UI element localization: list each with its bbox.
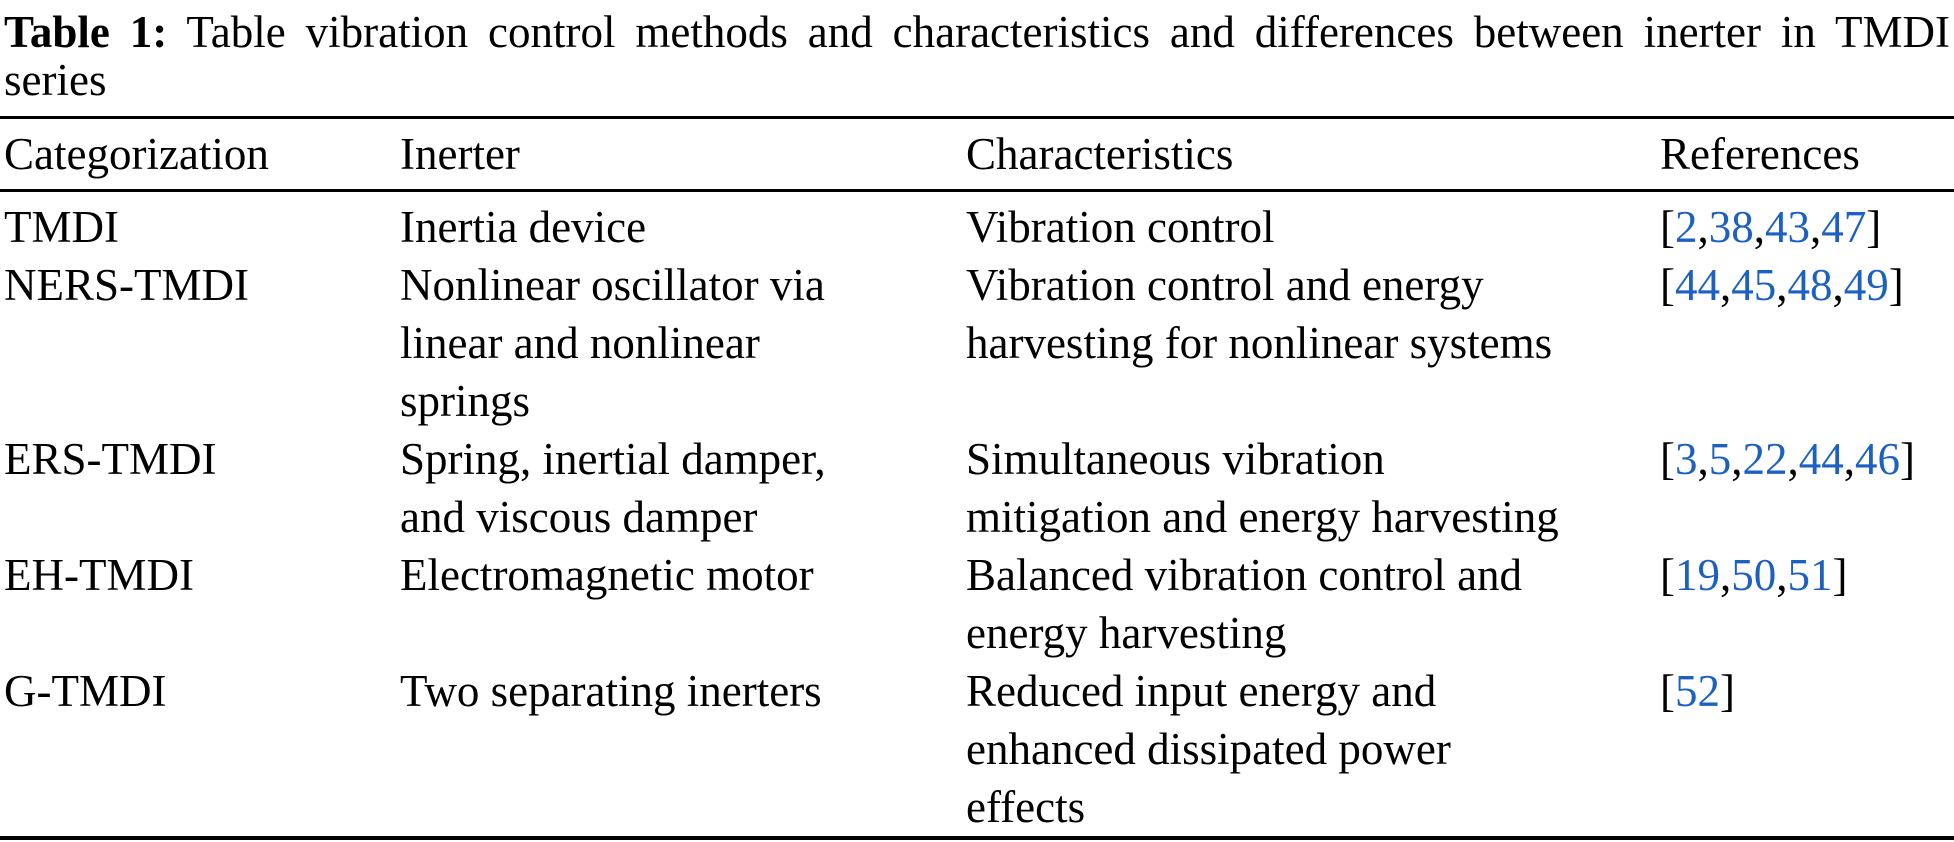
citation-link[interactable]: 47 — [1821, 202, 1867, 252]
reference-comma: , — [1776, 260, 1788, 310]
citation-link[interactable]: 43 — [1765, 202, 1810, 252]
table-caption-label: Table 1: — [4, 7, 168, 57]
reference-comma: , — [1720, 260, 1732, 310]
reference-bracket-close: ] — [1866, 202, 1882, 252]
citation-link[interactable]: 5 — [1708, 434, 1732, 484]
citation-link[interactable]: 50 — [1731, 550, 1777, 600]
reference-bracket-open: [ — [1660, 550, 1675, 600]
citation-link[interactable]: 2 — [1675, 202, 1698, 252]
cell-characteristics: Vibration control — [966, 202, 1275, 252]
reference-comma: , — [1720, 550, 1732, 600]
cell-inerter: Inertia device — [400, 202, 647, 252]
citation-link[interactable]: 3 — [1675, 434, 1698, 484]
table-caption-line1: Table 1: Table vibration control methods… — [4, 8, 1950, 56]
column-header-references: References — [1660, 129, 1860, 179]
cell-references: [44,45,48,49] — [1656, 256, 1954, 430]
cell-inerter: Nonlinear oscillator via linear and nonli… — [400, 260, 825, 426]
reference-bracket-close: ] — [1720, 666, 1735, 716]
table-rule-bottom — [0, 836, 1954, 840]
reference-bracket-open: [ — [1660, 434, 1675, 484]
cell-categorization: NERS-TMDI — [4, 260, 249, 310]
reference-comma: , — [1731, 434, 1743, 484]
table-body: TMDI Inertia device Vibration control [2,38… — [0, 192, 1954, 836]
table-rule-header — [0, 189, 1954, 192]
cell-characteristics: Reduced input energy and enhanced dissipa… — [966, 666, 1451, 832]
cell-references: [52] — [1656, 662, 1954, 836]
table-caption-line2: series — [4, 55, 107, 105]
citation-link[interactable]: 51 — [1787, 550, 1833, 600]
citation-link[interactable]: 44 — [1675, 260, 1720, 310]
column-header-characteristics: Characteristics — [966, 129, 1234, 179]
reference-comma: , — [1776, 550, 1788, 600]
citation-link[interactable]: 38 — [1708, 202, 1754, 252]
cell-characteristics: Vibration control and energy harvesting f… — [966, 260, 1553, 368]
cell-references: [2,38,43,47] — [1656, 198, 1954, 256]
citation-link[interactable]: 22 — [1742, 434, 1788, 484]
table-row: TMDI Inertia device Vibration control [2,38… — [0, 198, 1954, 256]
cell-references: [19,50,51] — [1656, 546, 1954, 662]
reference-comma: , — [1697, 434, 1709, 484]
reference-comma: , — [1810, 202, 1822, 252]
citation-link[interactable]: 49 — [1843, 260, 1889, 310]
reference-bracket-open: [ — [1660, 666, 1675, 716]
cell-categorization: G-TMDI — [4, 666, 167, 716]
table-caption: Table 1: Table vibration control methods… — [0, 0, 1954, 104]
cell-references: [3,5,22,44,46] — [1656, 430, 1954, 546]
reference-comma: , — [1843, 434, 1855, 484]
reference-bracket-close: ] — [1888, 260, 1904, 310]
citation-link[interactable]: 19 — [1675, 550, 1720, 600]
table-row: G-TMDI Two separating inerters Reduced inp… — [0, 662, 1954, 836]
citation-link[interactable]: 52 — [1675, 666, 1720, 716]
citation-link[interactable]: 45 — [1731, 260, 1777, 310]
cell-inerter: Spring, inertial damper, and viscous damp… — [400, 434, 826, 542]
reference-bracket-close: ] — [1832, 550, 1848, 600]
cell-categorization: EH-TMDI — [4, 550, 194, 600]
reference-bracket-open: [ — [1660, 202, 1675, 252]
reference-comma: , — [1787, 434, 1799, 484]
reference-bracket-close: ] — [1900, 434, 1915, 484]
table-caption-text: Table vibration control methods and char… — [167, 7, 1950, 57]
reference-comma: , — [1832, 260, 1844, 310]
column-header-inerter: Inerter — [400, 129, 520, 179]
reference-comma: , — [1697, 202, 1709, 252]
citation-link[interactable]: 48 — [1787, 260, 1833, 310]
table-rule-top — [0, 116, 1954, 119]
cell-inerter: Electromagnetic motor — [400, 550, 814, 600]
reference-comma: , — [1753, 202, 1765, 252]
reference-bracket-open: [ — [1660, 260, 1675, 310]
table-header-row: Categorization Inerter Characteristics R… — [0, 119, 1954, 189]
cell-categorization: TMDI — [4, 202, 119, 252]
cell-categorization: ERS-TMDI — [4, 434, 217, 484]
cell-characteristics: Balanced vibration control and energy har… — [966, 550, 1523, 658]
table-row: NERS-TMDI Nonlinear oscillator via linear … — [0, 256, 1954, 430]
table-row: EH-TMDI Electromagnetic motor Balanced vib… — [0, 546, 1954, 662]
column-header-categorization: Categorization — [4, 129, 269, 179]
citation-link[interactable]: 46 — [1855, 434, 1900, 484]
table-row: ERS-TMDI Spring, inertial damper, and visc… — [0, 430, 1954, 546]
citation-link[interactable]: 44 — [1798, 434, 1844, 484]
cell-inerter: Two separating inerters — [400, 666, 822, 716]
cell-characteristics: Simultaneous vibration mitigation and ene… — [966, 434, 1559, 542]
